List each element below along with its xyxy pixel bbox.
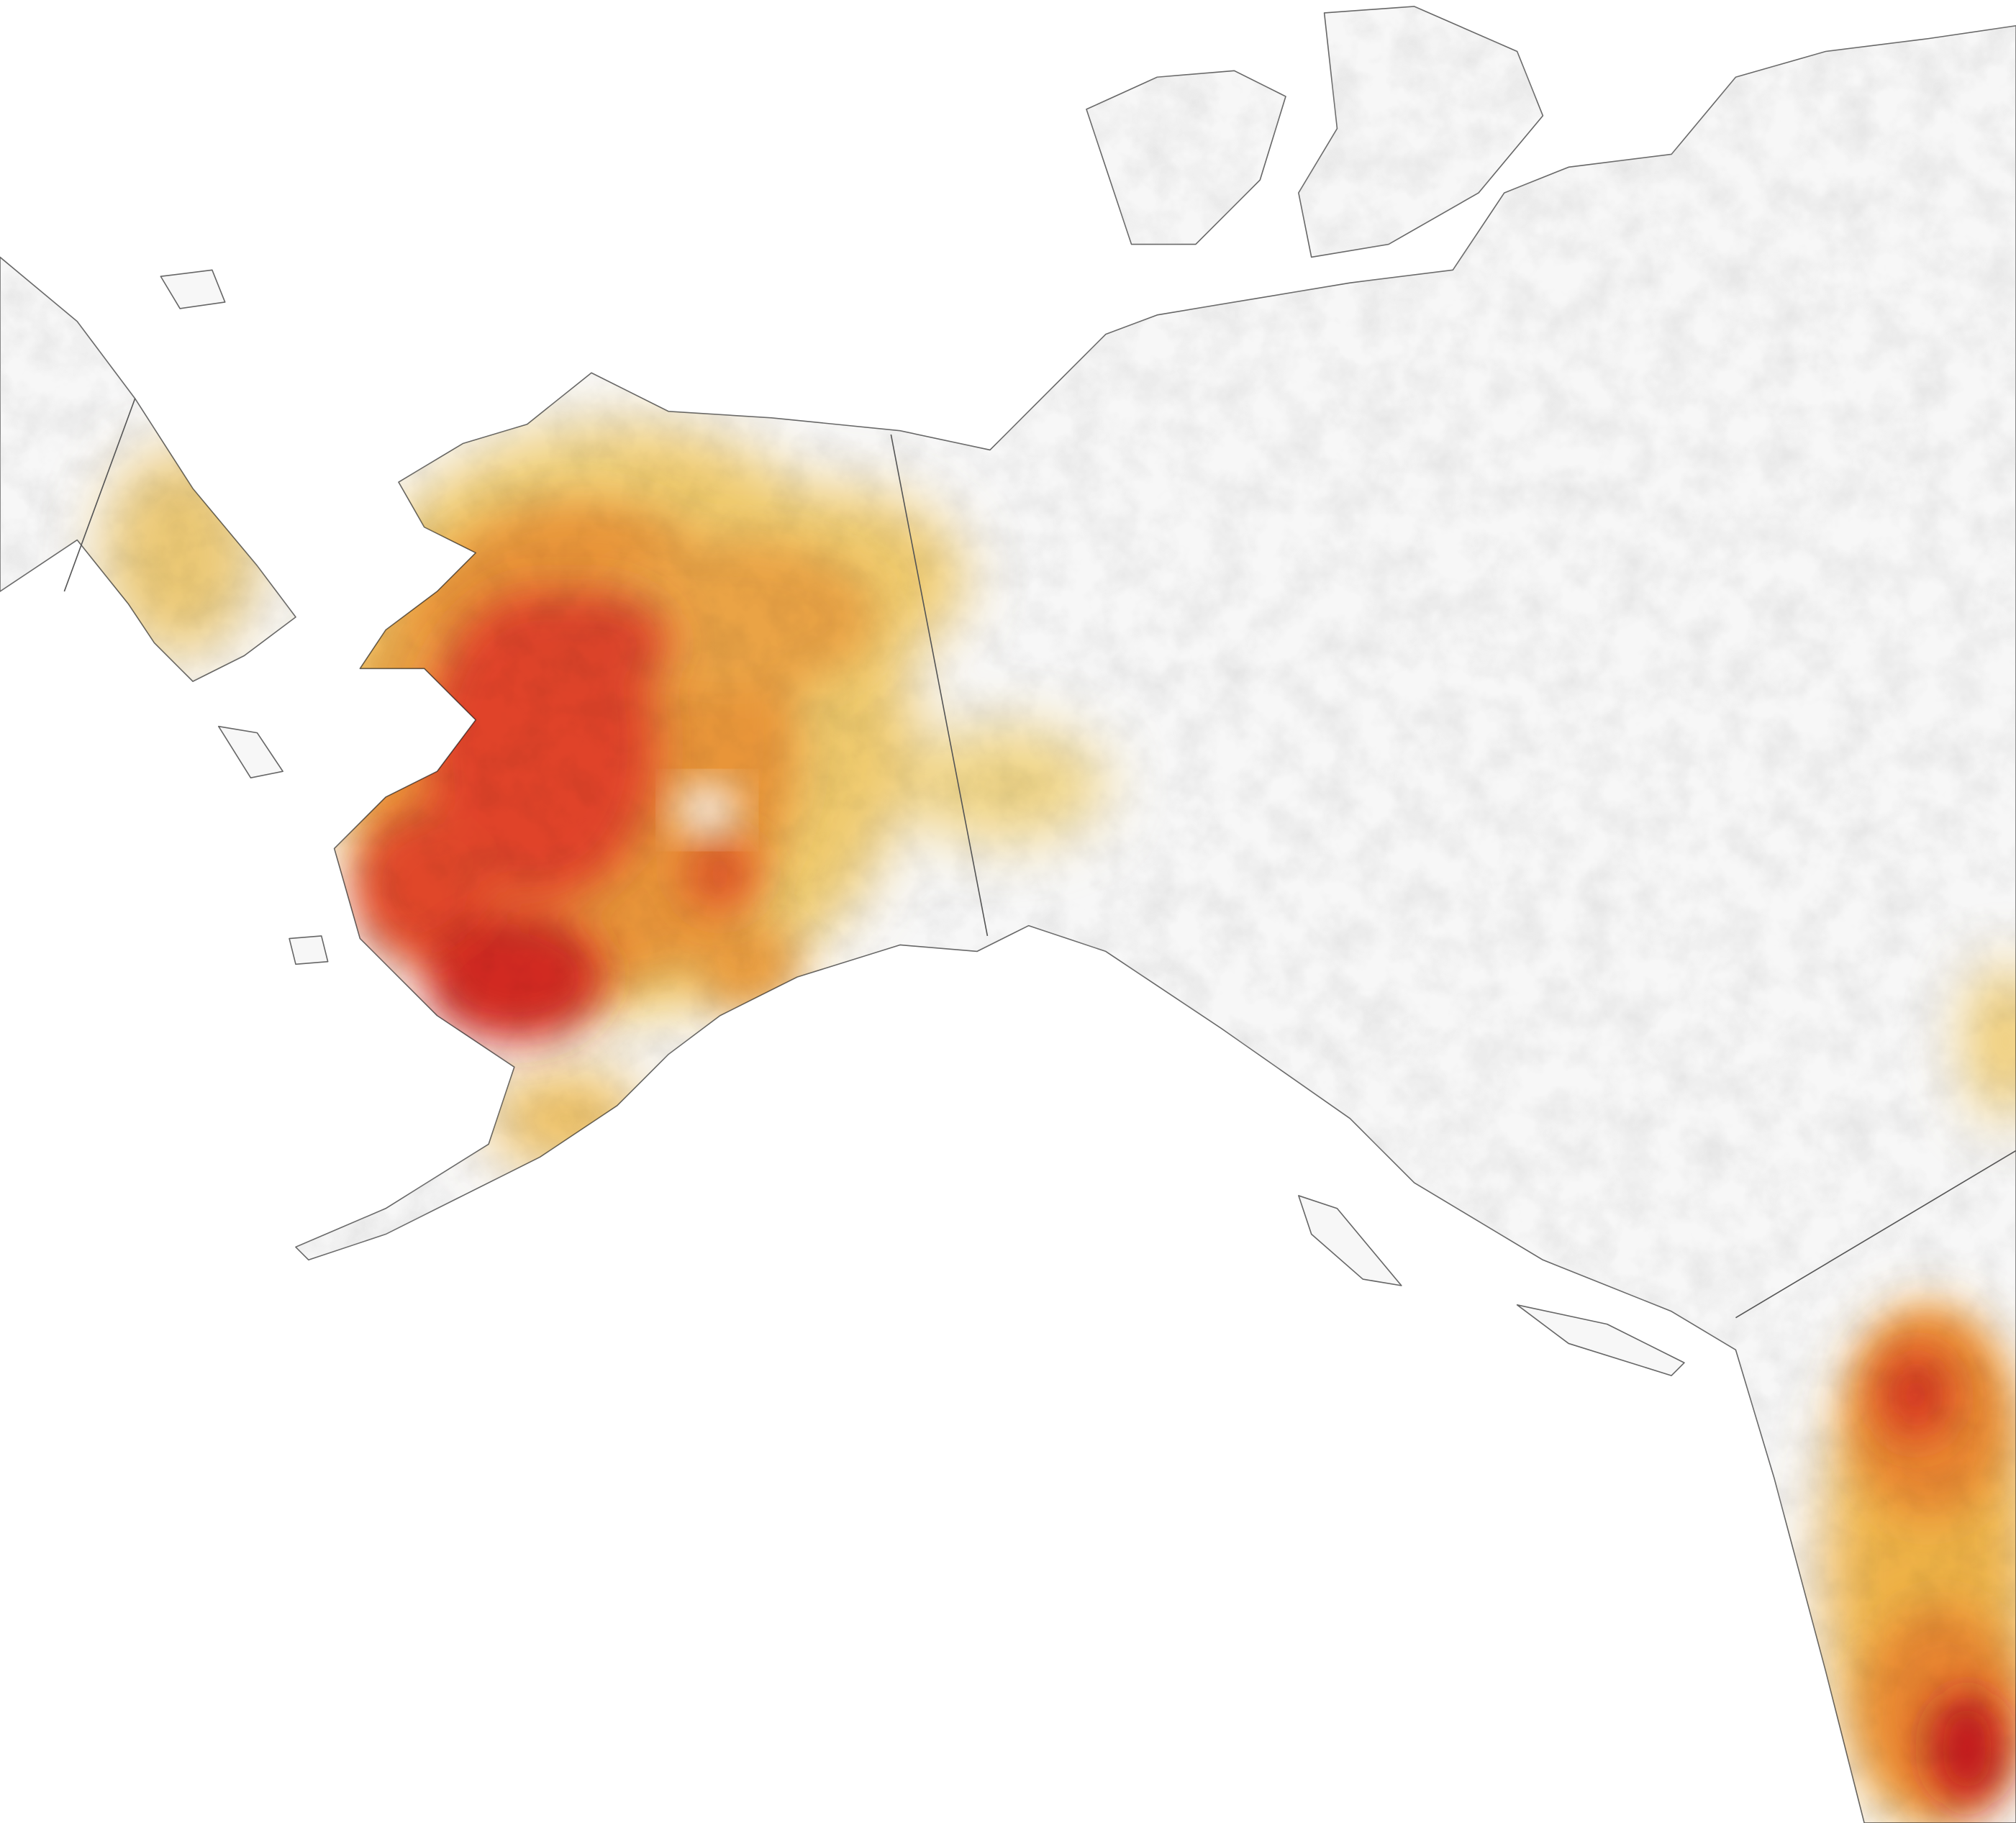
borders <box>63 398 2016 1319</box>
island <box>160 269 226 309</box>
us-canada-border <box>890 434 989 937</box>
red-core <box>353 591 2006 1806</box>
heat-overlay <box>102 424 2016 1823</box>
island <box>217 725 283 778</box>
island <box>289 935 329 965</box>
us-canada-border <box>1735 1150 2016 1319</box>
chukotka-border <box>63 398 136 592</box>
clear-spot <box>675 784 740 836</box>
island <box>1298 1195 1402 1286</box>
island <box>1516 1304 1685 1376</box>
